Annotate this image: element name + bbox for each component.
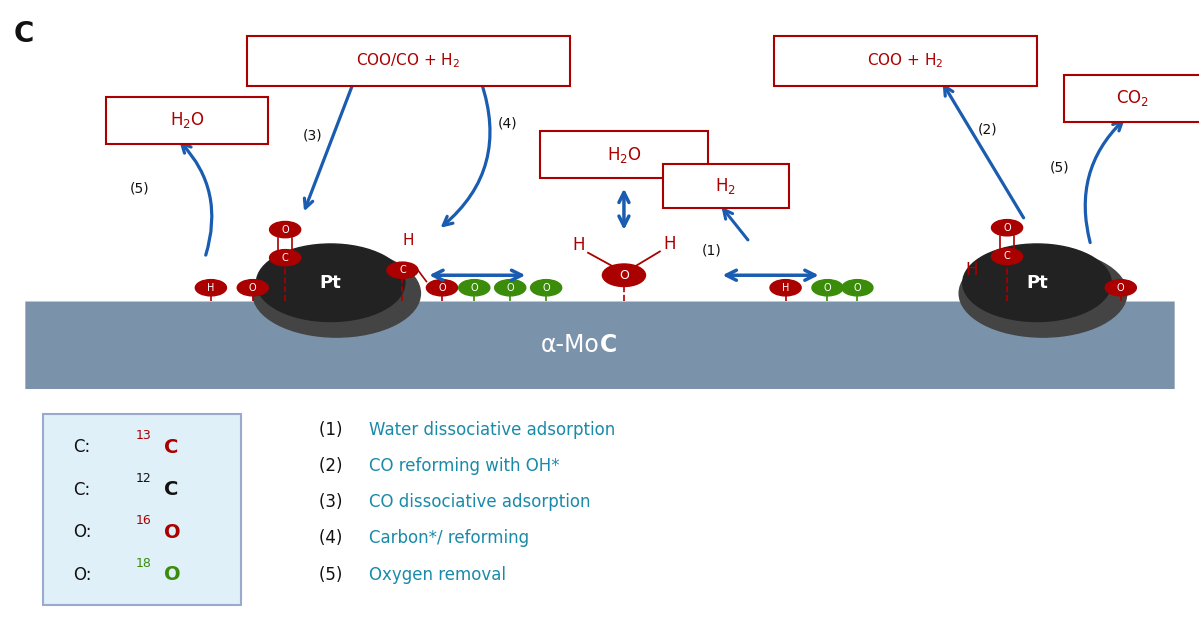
Circle shape: [238, 279, 269, 296]
Text: COO + H$_2$: COO + H$_2$: [868, 51, 943, 70]
Text: C: C: [164, 480, 179, 499]
Text: C: C: [13, 20, 34, 48]
Text: O: O: [619, 269, 629, 282]
Circle shape: [458, 279, 490, 296]
Circle shape: [1105, 279, 1136, 296]
Text: C: C: [164, 438, 179, 457]
Text: H: H: [208, 283, 215, 293]
FancyBboxPatch shape: [43, 414, 241, 605]
Text: Oxygen removal: Oxygen removal: [368, 566, 506, 583]
Text: O: O: [438, 283, 445, 293]
Text: (1): (1): [702, 243, 721, 257]
FancyBboxPatch shape: [662, 164, 788, 208]
Text: C:: C:: [73, 480, 90, 499]
Circle shape: [991, 220, 1022, 236]
Text: (4): (4): [319, 529, 347, 548]
Text: 12: 12: [136, 472, 151, 485]
Text: H: H: [965, 261, 977, 279]
Text: CO reforming with OH*: CO reforming with OH*: [368, 457, 559, 475]
Text: H: H: [782, 283, 790, 293]
Circle shape: [426, 279, 457, 296]
Text: Water dissociative adsorption: Water dissociative adsorption: [368, 421, 616, 439]
Text: (3): (3): [319, 493, 348, 511]
Text: 18: 18: [136, 557, 151, 570]
Text: O: O: [853, 283, 862, 293]
Text: H$_2$O: H$_2$O: [169, 110, 204, 130]
Text: (2): (2): [978, 122, 997, 136]
Circle shape: [959, 249, 1127, 337]
Text: Pt: Pt: [319, 274, 342, 292]
Text: C: C: [282, 252, 288, 263]
Circle shape: [602, 264, 646, 286]
Text: O: O: [506, 283, 514, 293]
Text: C: C: [1003, 251, 1010, 261]
Text: (3): (3): [302, 129, 323, 143]
Text: CO$_2$: CO$_2$: [1116, 89, 1150, 108]
Text: Carbon*/ reforming: Carbon*/ reforming: [368, 529, 529, 548]
Text: H: H: [664, 235, 676, 253]
Circle shape: [386, 262, 418, 278]
Text: Pt: Pt: [1026, 274, 1048, 292]
Text: (5): (5): [319, 566, 347, 583]
Circle shape: [270, 222, 301, 238]
Text: O: O: [248, 283, 257, 293]
Circle shape: [257, 244, 404, 322]
Text: C: C: [400, 265, 406, 275]
Text: O: O: [542, 283, 550, 293]
Circle shape: [962, 244, 1111, 322]
Text: O: O: [1117, 283, 1124, 293]
Text: (5): (5): [130, 182, 149, 196]
Text: O:: O:: [73, 523, 91, 541]
Circle shape: [253, 249, 420, 337]
Circle shape: [991, 248, 1022, 264]
Text: O: O: [281, 225, 289, 235]
Text: (1): (1): [319, 421, 348, 439]
FancyBboxPatch shape: [540, 131, 708, 178]
Circle shape: [196, 279, 227, 296]
FancyBboxPatch shape: [247, 36, 570, 86]
Text: (2): (2): [319, 457, 348, 475]
Circle shape: [494, 279, 526, 296]
Text: COO/CO + H$_2$: COO/CO + H$_2$: [356, 51, 461, 70]
Text: C: C: [600, 333, 617, 357]
Text: (5): (5): [1050, 160, 1069, 174]
FancyBboxPatch shape: [25, 301, 1175, 389]
Text: (4): (4): [498, 116, 518, 130]
Circle shape: [270, 249, 301, 266]
Text: 13: 13: [136, 430, 151, 442]
Text: H: H: [403, 233, 414, 247]
FancyBboxPatch shape: [106, 97, 268, 144]
Circle shape: [842, 279, 872, 296]
Text: H: H: [572, 236, 584, 254]
Circle shape: [770, 279, 802, 296]
Text: 16: 16: [136, 514, 151, 528]
Circle shape: [812, 279, 844, 296]
Text: H$_2$O: H$_2$O: [606, 144, 641, 165]
Text: O:: O:: [73, 566, 91, 583]
Text: α-Mo: α-Mo: [541, 333, 600, 357]
Text: O: O: [470, 283, 478, 293]
Text: O: O: [164, 522, 181, 542]
Text: O: O: [823, 283, 832, 293]
Text: C:: C:: [73, 438, 90, 456]
FancyBboxPatch shape: [774, 36, 1037, 86]
Circle shape: [530, 279, 562, 296]
Text: CO dissociative adsorption: CO dissociative adsorption: [368, 493, 590, 511]
Text: O: O: [1003, 223, 1010, 233]
Text: O: O: [164, 565, 181, 584]
Text: H$_2$: H$_2$: [715, 176, 736, 196]
FancyBboxPatch shape: [1064, 75, 1200, 122]
